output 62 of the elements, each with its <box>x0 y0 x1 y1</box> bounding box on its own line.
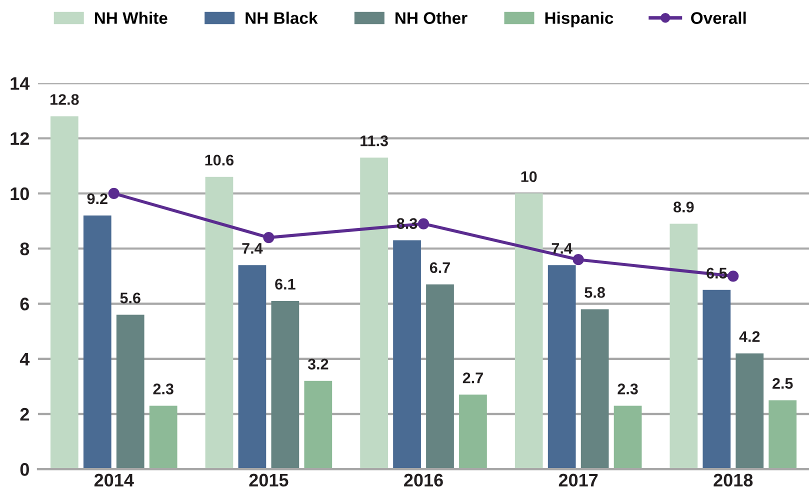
bar <box>393 240 421 470</box>
legend-label: Overall <box>691 12 746 24</box>
data-label: 5.8 <box>584 287 605 298</box>
bar <box>514 193 543 470</box>
y-tick-label: 14 <box>10 77 30 90</box>
bar <box>360 158 388 470</box>
data-label: 6.5 <box>706 268 727 279</box>
x-tick-label: 2017 <box>558 474 598 487</box>
y-tick-label: 4 <box>20 352 30 366</box>
y-tick-label: 8 <box>20 242 30 256</box>
data-label: 11.3 <box>360 135 388 146</box>
data-label: 4.2 <box>739 331 760 342</box>
data-label: 10.6 <box>205 154 234 166</box>
x-tick-label: 2018 <box>714 474 753 487</box>
bar <box>50 116 78 470</box>
bar <box>271 300 300 470</box>
data-label: 2.3 <box>153 384 174 394</box>
data-label: 2.3 <box>618 384 638 394</box>
legend-label: NH Black <box>246 12 318 24</box>
x-tick-label: 2014 <box>94 474 134 487</box>
data-label: 2.5 <box>772 378 793 389</box>
data-label: 5.6 <box>120 292 140 304</box>
bar <box>614 406 642 470</box>
y-tick-label: 6 <box>20 298 30 310</box>
bar <box>426 284 454 470</box>
data-label: 7.4 <box>242 243 263 254</box>
data-label: 3.2 <box>308 358 328 370</box>
legend-label: NH White <box>94 12 168 24</box>
y-tick-label: 0 <box>20 463 29 476</box>
legend-label: Hispanic <box>545 12 614 28</box>
point <box>572 254 584 266</box>
legend-label: NH Other <box>396 12 468 24</box>
bar <box>548 265 576 470</box>
bar <box>116 314 144 470</box>
y-tick-label: 12 <box>10 132 29 145</box>
data-label: 7.4 <box>552 243 572 254</box>
bar <box>238 265 266 470</box>
point <box>418 218 430 230</box>
bar <box>459 394 487 470</box>
bar <box>736 353 764 470</box>
point <box>263 232 274 244</box>
data-label: 8.9 <box>674 202 694 212</box>
data-label: 6.1 <box>275 278 296 290</box>
data-label: 6.7 <box>430 262 450 274</box>
bar <box>580 309 609 470</box>
bar <box>702 290 731 470</box>
point <box>728 270 739 282</box>
x-tick-label: 2016 <box>404 474 443 487</box>
bar <box>670 224 698 470</box>
bar <box>768 400 797 470</box>
bar <box>304 380 332 470</box>
data-label: 2.7 <box>462 372 483 384</box>
y-tick-label: 10 <box>10 187 29 200</box>
data-label: 10 <box>521 171 537 182</box>
bar <box>205 176 234 470</box>
point <box>108 188 120 199</box>
data-label: 12.8 <box>50 94 79 105</box>
x-tick-label: 2015 <box>249 474 288 487</box>
bar <box>83 215 112 470</box>
bar <box>149 406 178 470</box>
y-tick-label: 2 <box>20 408 29 421</box>
data-label: 9.2 <box>87 193 108 204</box>
